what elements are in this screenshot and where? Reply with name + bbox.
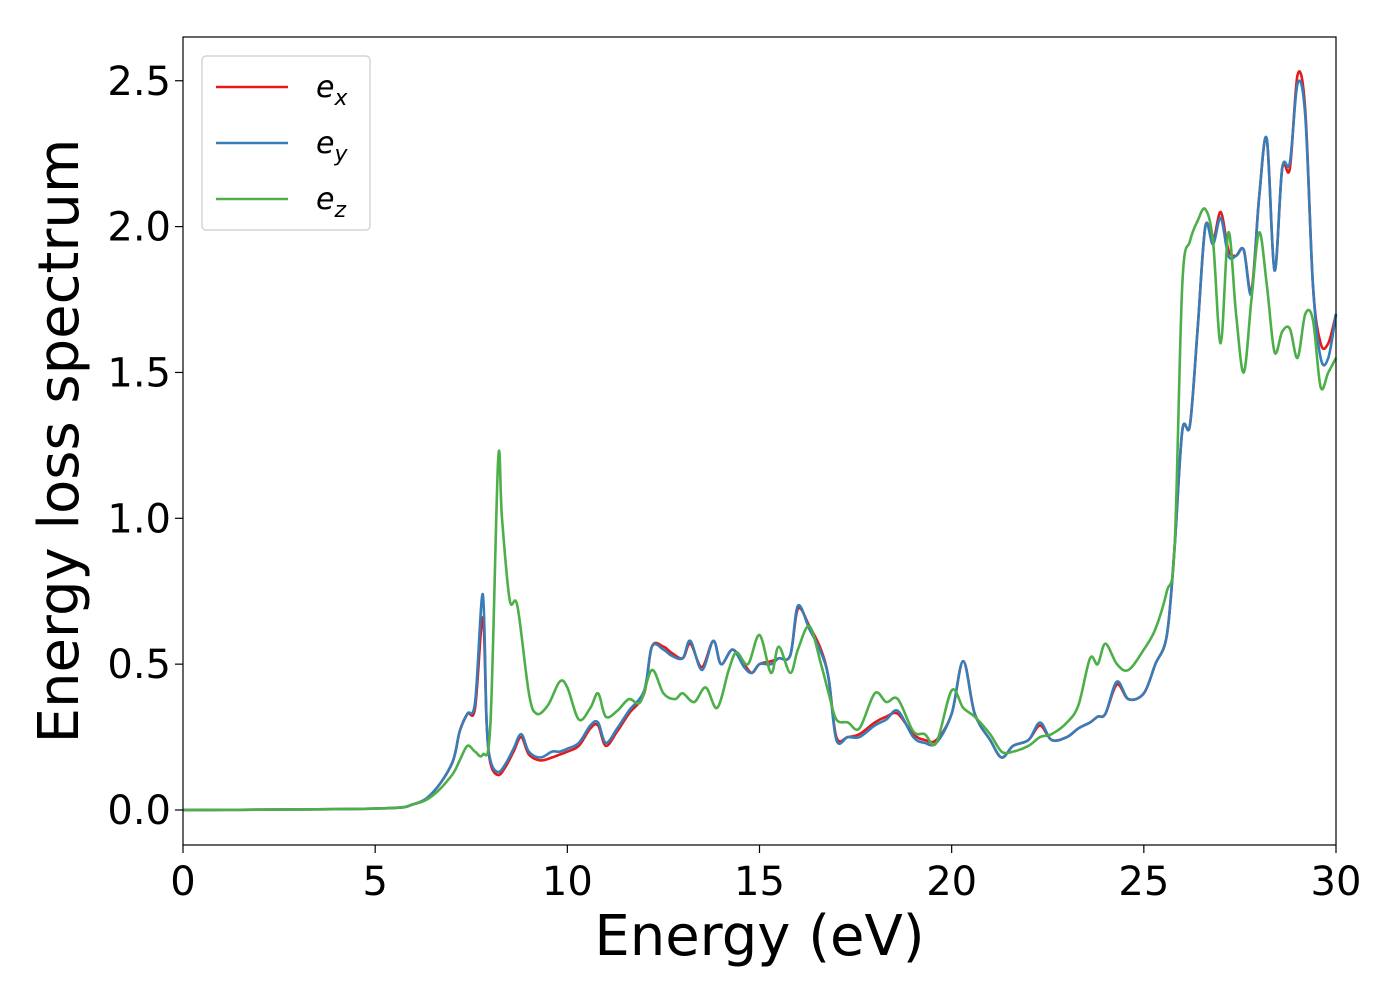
y-tick-label: 2.0 [107, 205, 171, 251]
y-tick-label: 2.5 [107, 59, 171, 105]
legend-label-y: ey [316, 126, 348, 167]
x-axis-label: Energy (eV) [594, 904, 924, 969]
legend-label-x: ex [316, 70, 348, 111]
y-tick-label: 1.5 [107, 350, 171, 396]
y-tick-label: 0.0 [107, 788, 171, 834]
x-tick-label: 20 [926, 859, 977, 905]
series-lines [182, 70, 1338, 812]
y-axis-label: Energy loss spectrum [27, 139, 92, 744]
legend-label-base: e [316, 182, 334, 217]
series-line-y [182, 79, 1338, 812]
x-axis-ticks: 0 5 10 15 20 25 30 [170, 845, 1361, 905]
y-axis-ticks: 0.0 0.5 1.0 1.5 2.0 2.5 [107, 59, 183, 834]
x-tick-label: 25 [1118, 859, 1169, 905]
legend-label-subscript: z [333, 198, 346, 223]
legend-label-subscript: y [333, 142, 348, 167]
x-tick-label: 10 [542, 859, 593, 905]
x-tick-label: 5 [362, 859, 387, 905]
legend-label-base: e [316, 70, 334, 105]
legend-label-base: e [316, 126, 334, 161]
y-tick-label: 1.0 [107, 496, 171, 542]
legend-label-subscript: x [333, 86, 348, 111]
legend-label-z: ez [316, 182, 346, 223]
y-tick-label: 0.5 [107, 642, 171, 688]
series-line-z [182, 207, 1338, 812]
x-tick-label: 30 [1311, 859, 1362, 905]
x-tick-label: 0 [170, 859, 195, 905]
x-tick-label: 15 [734, 859, 785, 905]
